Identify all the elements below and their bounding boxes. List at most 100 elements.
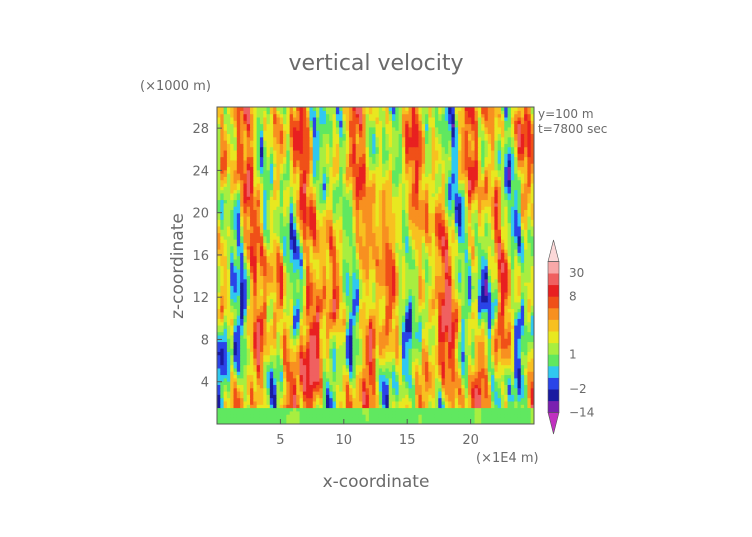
field-cell <box>461 331 466 336</box>
field-cell <box>319 400 324 405</box>
field-cell <box>279 357 284 362</box>
field-cell <box>415 252 420 257</box>
field-cell <box>240 417 245 422</box>
field-cell <box>500 404 505 409</box>
field-cell <box>517 397 522 402</box>
field-cell <box>385 315 390 319</box>
field-cell <box>500 268 505 273</box>
field-cell <box>256 344 261 349</box>
field-cell <box>352 268 357 273</box>
field-cell <box>471 348 476 352</box>
field-cell <box>504 301 509 306</box>
field-cell <box>415 341 420 346</box>
field-cell <box>467 305 472 310</box>
field-cell <box>434 272 439 276</box>
field-cell <box>302 364 307 369</box>
field-cell <box>520 272 525 276</box>
field-cell <box>481 262 486 267</box>
field-cell <box>243 285 248 290</box>
field-cell <box>487 318 492 323</box>
field-cell <box>448 344 453 349</box>
field-cell <box>246 272 251 276</box>
field-cell <box>441 308 446 313</box>
field-cell <box>352 390 357 395</box>
field-cell <box>296 404 301 409</box>
field-cell <box>279 400 284 405</box>
field-cell <box>418 414 423 418</box>
field-cell <box>517 384 522 389</box>
field-cell <box>283 311 287 316</box>
field-cell <box>398 252 403 257</box>
field-cell <box>273 255 278 260</box>
field-cell <box>520 321 525 326</box>
field-cell <box>467 334 472 339</box>
field-cell <box>504 321 509 326</box>
field-cell <box>322 282 327 286</box>
field-cell <box>246 407 251 412</box>
field-cell <box>418 351 423 356</box>
field-cell <box>316 371 320 376</box>
field-cell <box>388 390 393 395</box>
field-cell <box>283 394 287 399</box>
field-cell <box>223 404 228 409</box>
field-cell <box>405 387 410 392</box>
field-cell <box>236 420 241 424</box>
field-cell <box>329 321 334 326</box>
field-cell <box>378 420 383 424</box>
field-cell <box>296 397 301 402</box>
field-cell <box>256 338 261 343</box>
field-cell <box>263 414 268 418</box>
field-cell <box>332 291 337 296</box>
field-cell <box>382 268 386 273</box>
field-cell <box>392 404 396 409</box>
field-cell <box>444 315 449 319</box>
field-cell <box>339 278 344 283</box>
field-cell <box>342 394 347 399</box>
field-cell <box>507 397 512 402</box>
field-cell <box>355 338 360 343</box>
field-cell <box>306 374 311 379</box>
field-cell <box>309 291 314 296</box>
field-cell <box>418 334 423 339</box>
field-cell <box>263 374 268 379</box>
field-cell <box>276 390 281 395</box>
field-cell <box>220 361 225 366</box>
field-cell <box>226 377 231 382</box>
field-cell <box>392 324 396 329</box>
field-cell <box>220 282 225 286</box>
field-cell <box>263 357 268 362</box>
field-cell <box>382 258 386 263</box>
field-cell <box>312 364 317 369</box>
field-cell <box>382 262 386 267</box>
field-cell <box>362 305 367 310</box>
field-cell <box>514 351 519 356</box>
field-cell <box>514 377 519 382</box>
field-cell <box>385 285 390 290</box>
field-cell <box>401 285 406 290</box>
field-cell <box>487 387 492 392</box>
field-cell <box>517 404 522 409</box>
field-cell <box>494 348 499 352</box>
field-cell <box>362 255 367 260</box>
field-cell <box>246 275 251 280</box>
field-cell <box>530 265 534 270</box>
field-cell <box>240 351 245 356</box>
field-cell <box>441 400 446 405</box>
field-cell <box>500 275 505 280</box>
field-cell <box>415 354 420 359</box>
field-cell <box>448 334 453 339</box>
field-cell <box>395 351 400 356</box>
field-cell <box>240 272 245 276</box>
field-cell <box>349 384 353 389</box>
field-cell <box>365 321 370 326</box>
field-cell <box>362 282 367 286</box>
field-cell <box>220 295 225 300</box>
field-cell <box>520 334 525 339</box>
field-cell <box>444 357 449 362</box>
field-cell <box>322 305 327 310</box>
field-cell <box>471 268 476 273</box>
field-cell <box>527 282 532 286</box>
field-cell <box>451 417 456 422</box>
field-cell <box>464 357 469 362</box>
field-cell <box>474 367 479 372</box>
